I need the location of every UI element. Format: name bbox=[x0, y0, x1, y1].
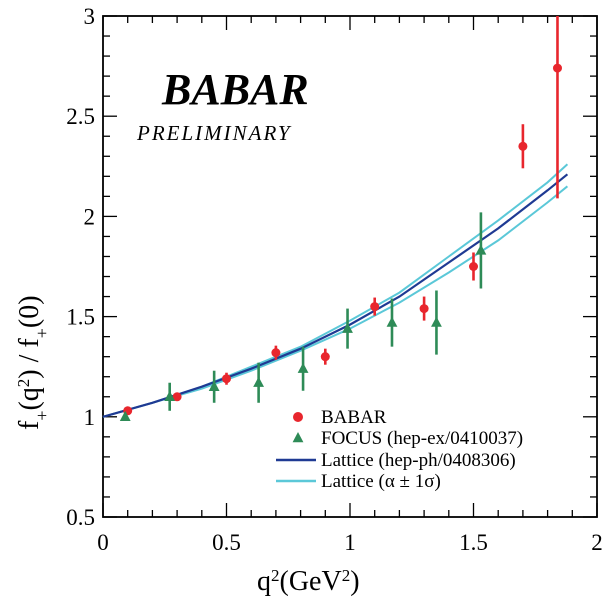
x-axis-title: q2(GeV2) bbox=[257, 566, 360, 598]
babar-point bbox=[320, 352, 330, 362]
babar-logo: BABAR bbox=[161, 65, 309, 114]
focus-point bbox=[475, 244, 487, 255]
y-tick-labels: 0.5 1 1.5 2 2.5 3 bbox=[66, 4, 95, 530]
babar-point bbox=[552, 63, 562, 73]
legend-label: Lattice (hep-ph/0408306) bbox=[321, 450, 516, 471]
babar-point bbox=[370, 302, 380, 312]
focus-point bbox=[297, 362, 309, 373]
y-tick-label: 1 bbox=[84, 405, 96, 430]
lattice-central-line bbox=[102, 173, 569, 418]
babar-point bbox=[271, 348, 281, 358]
babar-point bbox=[469, 262, 478, 271]
focus-point bbox=[119, 410, 131, 421]
x-tick-label: 1 bbox=[344, 530, 356, 555]
x-tick-label: 0.5 bbox=[212, 530, 241, 555]
legend-focus-marker bbox=[292, 432, 304, 443]
y-tick-label: 1.5 bbox=[66, 305, 95, 330]
focus-point bbox=[253, 376, 265, 387]
babar-point bbox=[222, 374, 231, 384]
focus-point bbox=[164, 390, 176, 401]
babar-point bbox=[518, 141, 528, 151]
x-tick-label: 1.5 bbox=[459, 530, 488, 555]
x-tick-labels: 0 0.5 1 1.5 2 bbox=[97, 530, 603, 555]
data-points bbox=[119, 16, 562, 421]
babar-point bbox=[419, 304, 429, 314]
legend-label: BABAR bbox=[321, 407, 387, 428]
preliminary-annotation: PRELIMINARY bbox=[136, 121, 292, 145]
focus-point bbox=[386, 316, 398, 327]
focus-point bbox=[342, 322, 353, 333]
lattice-curves bbox=[102, 163, 569, 418]
y-tick-label: 2.5 bbox=[66, 104, 95, 129]
y-axis-title: f+(q2) / f+(0) bbox=[14, 295, 53, 430]
lattice-band-upper bbox=[102, 163, 569, 418]
axis-ticks bbox=[102, 15, 598, 518]
focus-point bbox=[431, 316, 442, 327]
y-tick-label: 0.5 bbox=[66, 505, 95, 530]
legend-babar-marker bbox=[293, 412, 303, 422]
babar-point bbox=[172, 392, 182, 402]
legend-label: FOCUS (hep-ex/0410037) bbox=[321, 428, 523, 449]
y-tick-label: 2 bbox=[84, 204, 96, 229]
x-tick-label: 0 bbox=[97, 530, 109, 555]
legend-label: Lattice (α ± 1σ) bbox=[321, 471, 441, 492]
focus-point bbox=[208, 380, 220, 391]
y-tick-label: 3 bbox=[84, 4, 96, 29]
x-tick-label: 2 bbox=[591, 530, 603, 555]
